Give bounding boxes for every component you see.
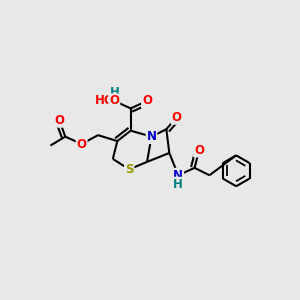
Text: H: H xyxy=(110,85,119,98)
Text: N: N xyxy=(146,130,157,143)
Text: O: O xyxy=(194,143,204,157)
Text: O: O xyxy=(142,94,152,107)
Text: S: S xyxy=(125,163,134,176)
Text: HO: HO xyxy=(94,94,114,107)
Text: O: O xyxy=(109,94,119,107)
Text: O: O xyxy=(142,94,152,107)
Text: O: O xyxy=(172,111,182,124)
Text: O: O xyxy=(54,114,64,127)
Text: H: H xyxy=(173,178,183,191)
Text: O: O xyxy=(76,138,87,151)
Text: N: N xyxy=(173,169,183,182)
